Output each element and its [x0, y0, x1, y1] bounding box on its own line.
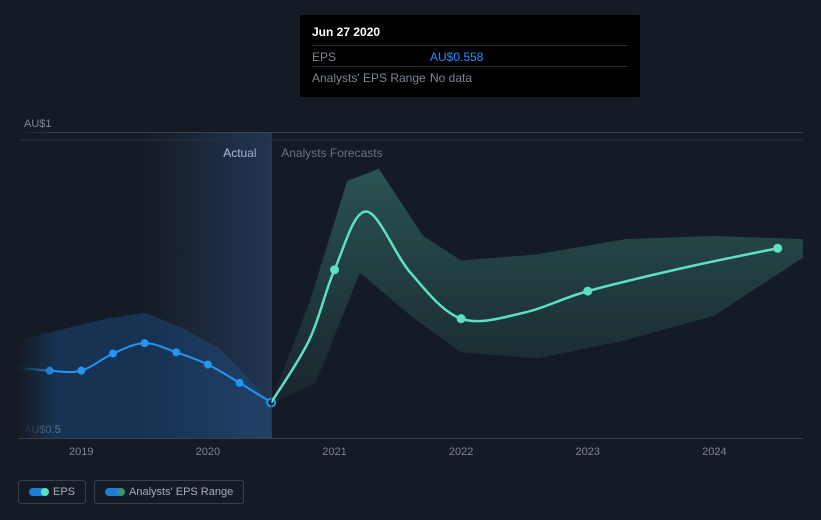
chart-tooltip: Jun 27 2020 EPSAU$0.558Analysts' EPS Ran…: [300, 15, 640, 97]
tooltip-row-value: AU$0.558: [430, 50, 483, 64]
eps-actual-marker[interactable]: [77, 367, 85, 375]
eps-forecast-marker[interactable]: [583, 287, 592, 296]
tooltip-row: EPSAU$0.558: [312, 45, 628, 66]
forecast-range-band: [271, 169, 803, 404]
eps-forecast-marker[interactable]: [330, 265, 339, 274]
legend-item[interactable]: EPS: [18, 480, 86, 504]
x-axis-label: 2020: [196, 446, 220, 458]
legend-swatch-icon: [105, 488, 123, 496]
eps-forecast-marker[interactable]: [457, 314, 466, 323]
tooltip-row-label: Analysts' EPS Range: [312, 71, 430, 85]
x-axis-label: 2021: [322, 446, 346, 458]
eps-forecast-marker[interactable]: [773, 244, 782, 253]
chart-container: Jun 27 2020 EPSAU$0.558Analysts' EPS Ran…: [0, 0, 821, 520]
legend-label: EPS: [53, 486, 75, 498]
actual-fade-overlay: [18, 132, 56, 438]
legend-swatch-icon: [29, 488, 47, 496]
x-axis-label: 2019: [69, 446, 93, 458]
eps-actual-marker[interactable]: [172, 348, 180, 356]
tooltip-row-value: No data: [430, 71, 472, 85]
tooltip-row-label: EPS: [312, 50, 430, 64]
legend-label: Analysts' EPS Range: [129, 486, 233, 498]
x-axis-label: 2023: [576, 446, 600, 458]
x-axis-label: 2024: [702, 446, 726, 458]
eps-actual-marker[interactable]: [141, 339, 149, 347]
tooltip-date: Jun 27 2020: [312, 25, 628, 45]
eps-actual-marker[interactable]: [204, 361, 212, 369]
divider-glow: [141, 132, 271, 438]
x-axis-label: 2022: [449, 446, 473, 458]
legend: EPS Analysts' EPS Range: [18, 480, 244, 504]
legend-item[interactable]: Analysts' EPS Range: [94, 480, 244, 504]
eps-actual-marker[interactable]: [236, 379, 244, 387]
eps-actual-marker[interactable]: [109, 350, 117, 358]
tooltip-row: Analysts' EPS RangeNo data: [312, 66, 628, 87]
